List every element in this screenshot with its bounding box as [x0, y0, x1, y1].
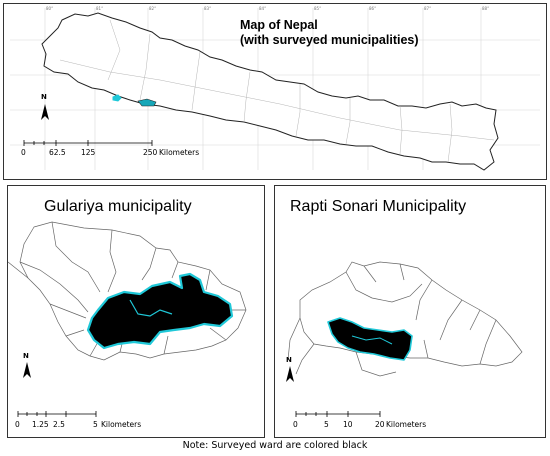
graticule-tick: 82° — [149, 6, 157, 11]
gulariya-ward-boundaries — [7, 221, 247, 361]
rapti-scale-tick-0: 0 — [293, 420, 298, 429]
rapti-sonari-locator — [137, 98, 157, 107]
rapti-north-arrow-icon — [286, 366, 294, 382]
top-scale-tick-1: 62.5 — [49, 148, 66, 157]
gulariya-north-arrow-icon — [23, 362, 31, 378]
rapti-sonari-panel — [274, 185, 546, 438]
rapti-north-label: N — [286, 356, 292, 364]
map-title-line2: (with surveyed municipalities) — [240, 33, 419, 47]
top-scale-tick-2: 125 — [81, 148, 96, 157]
gulariya-scale-tick-2: 2.5 — [53, 420, 65, 429]
graticule-tick: 88° — [482, 6, 490, 11]
gulariya-scale-tick-0: 0 — [15, 420, 20, 429]
gulariya-surveyed-wards — [86, 272, 234, 350]
rapti-scale-tick-2: 10 — [343, 420, 353, 429]
rapti-scale-tick-1: 5 — [324, 420, 329, 429]
gulariya-scale-tick-3: 5 — [93, 420, 98, 429]
map-title-line1: Map of Nepal — [240, 18, 318, 32]
district-borders — [59, 19, 495, 163]
map-title: Map of Nepal (with surveyed municipaliti… — [240, 18, 419, 48]
rapti-scale-unit: Kilometers — [386, 420, 427, 429]
gulariya-north-label: N — [23, 352, 29, 360]
rapti-sonari-title: Rapti Sonari Municipality — [290, 198, 467, 215]
top-scale-bar — [23, 140, 153, 146]
nepal-country-outline — [41, 12, 499, 171]
graticule-tick: 84° — [259, 6, 267, 11]
graticule-tick: 85° — [314, 6, 322, 11]
figure-note: Note: Surveyed ward are colored black — [182, 440, 368, 451]
top-scale-tick-0: 0 — [21, 148, 26, 157]
top-scale-tick-3: 250 — [143, 148, 158, 157]
top-scale-unit: Kilometers — [159, 148, 200, 157]
rapti-sonari-internal-ward-line — [351, 335, 393, 345]
gulariya-scale-unit: Kilometers — [101, 420, 142, 429]
rapti-scale-bar — [295, 411, 381, 417]
gulariya-scale-tick-1: 1.25 — [32, 420, 49, 429]
graticule-tick: 86° — [369, 6, 377, 11]
gulariya-title: Gulariya municipality — [44, 198, 192, 215]
graticule-tick: 80° — [46, 6, 54, 11]
rapti-scale-tick-3: 20 — [375, 420, 385, 429]
graticule-tick: 87° — [424, 6, 432, 11]
gulariya-locator — [112, 94, 122, 102]
graticule-tick: 81° — [96, 6, 104, 11]
gulariya-internal-ward-line — [129, 299, 173, 317]
rapti-sonari-ward-boundaries — [287, 261, 523, 377]
top-north-label: N — [41, 93, 47, 101]
gulariya-scale-bar — [17, 411, 97, 417]
graticule-tick: 83° — [204, 6, 212, 11]
north-arrow-icon — [41, 104, 49, 120]
